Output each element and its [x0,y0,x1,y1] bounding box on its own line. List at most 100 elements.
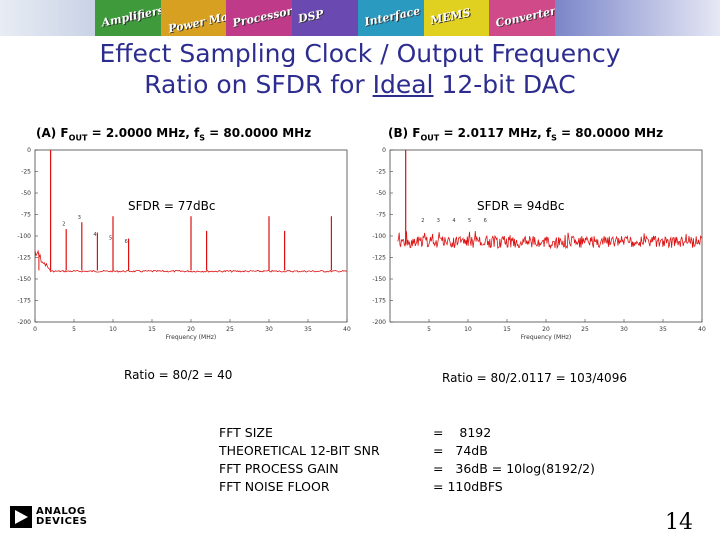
fft-table-label: FFT SIZE [219,425,273,440]
y-tick-label: -150 [17,276,31,283]
plot-b-caption-sub-s: S [551,133,557,143]
y-tick-label: -125 [17,255,31,262]
harmonic-label: 2 [421,218,424,224]
fft-table-row: FFT SIZE = 8192 [219,424,491,442]
fft-table-row: THEORETICAL 12-BIT SNR = 74dB [219,442,488,460]
y-tick-label: -100 [372,233,386,240]
banner-tile: Power Management [160,0,227,36]
fft-table-label: FFT NOISE FLOOR [219,479,330,494]
plot-b-caption-prefix: (B) F [388,126,421,140]
banner-tile-label: Amplifiers [100,3,161,30]
banner-tile: Converters [489,0,556,36]
fft-table-row: FFT PROCESS GAIN = 36dB = 10log(8192/2) [219,460,595,478]
fft-table-label: FFT PROCESS GAIN [219,461,339,476]
x-tick-label: 20 [542,326,550,333]
plot-a-caption-prefix: (A) F [36,126,69,140]
plot-a-caption-sub-out: OUT [68,133,88,143]
fft-table-value: = 36dB = 10log(8192/2) [433,461,595,476]
y-tick-label: -175 [372,298,386,305]
banner-tile-label: MEMS [428,5,472,28]
fft-table-value: = 74dB [433,443,488,458]
y-tick-label: -100 [17,233,31,240]
title-line-1: Effect Sampling Clock / Output Frequency [99,39,621,68]
banner-tile-label: DSP [297,7,325,26]
plot-frame [389,149,703,323]
harmonic-label: 2 [62,222,65,228]
plot-a-caption-mid: = 2.0000 MHz, f [87,126,200,140]
x-tick-label: 25 [226,326,234,333]
y-tick-label: -75 [376,212,386,219]
plot-b-caption-mid: = 2.0117 MHz, f [439,126,552,140]
banner-tiles: Amplifiers Power Management Processors DSP I… [95,0,556,36]
y-tick-label: -125 [372,255,386,262]
fft-table-row: FFT NOISE FLOOR = 110dBFS [219,478,503,496]
analog-devices-logo-icon [10,506,32,528]
banner-right-panel [555,0,720,36]
harmonic-label: 5 [109,235,112,241]
plot-b-caption-sub-out: OUT [420,133,440,143]
logo-line-2: DEVICES [36,516,88,527]
banner-tile: Processors [226,0,293,36]
banner-tile: MEMS [423,0,490,36]
y-tick-label: -50 [376,190,386,197]
plot-b-caption: (B) FOUT = 2.0117 MHz, fS = 80.0000 MHz [388,126,663,142]
title-line-2: Ratio on SFDR for Ideal 12-bit DAC [30,69,690,100]
x-tick-label: 25 [581,326,589,333]
x-tick-label: 35 [304,326,312,333]
harmonic-label: 4 [452,218,455,224]
y-tick-label: 0 [382,147,386,154]
x-tick-label: 20 [187,326,195,333]
x-tick-label: 10 [109,326,117,333]
noise-floor-trace [397,230,703,250]
fft-table-label: THEORETICAL 12-BIT SNR [219,443,380,458]
x-tick-label: 40 [343,326,351,333]
x-tick-label: 15 [148,326,156,333]
title-suffix: 12-bit DAC [433,70,576,99]
y-tick-label: 0 [27,147,31,154]
harmonic-label: 3 [78,215,81,221]
plot-a-caption-suffix: = 80.0000 MHz [205,126,312,140]
harmonic-label: 4 [93,232,96,238]
harmonic-label: 3 [437,218,440,224]
x-tick-label: 35 [659,326,667,333]
x-tick-label: 5 [427,326,431,333]
y-tick-label: -25 [376,169,386,176]
plot-a-sfdr-label: SFDR = 77dBc [128,199,216,213]
y-tick-label: -75 [21,212,31,219]
plot-b-caption-suffix: = 80.0000 MHz [556,126,664,140]
plot-a-caption-sub-s: S [199,133,205,143]
x-axis-label: Frequency (MHz) [521,334,571,341]
banner-tile: DSP [292,0,358,36]
noise-floor-trace [34,249,348,273]
plot-a-ratio: Ratio = 80/2 = 40 [124,368,233,382]
harmonic-label: 6 [125,239,128,245]
x-tick-label: 15 [503,326,511,333]
x-tick-label: 30 [620,326,628,333]
x-tick-label: 40 [698,326,706,333]
company-logo-text: ANALOG DEVICES [36,507,87,527]
harmonic-label: 6 [484,218,487,224]
title-underlined-word: Ideal [372,70,434,99]
plot-b-ratio: Ratio = 80/2.0117 = 103/4096 [442,371,627,385]
banner-tile-label: Processors [231,3,293,30]
x-tick-label: 30 [265,326,273,333]
page-title: Effect Sampling Clock / Output Frequency… [30,38,690,100]
x-tick-label: 5 [72,326,76,333]
fft-table-value: = 8192 [433,425,492,440]
banner-tile: Interface [357,0,424,36]
banner-tile-label: Interface [363,4,422,29]
title-prefix: Ratio on SFDR for [144,70,373,99]
logo-line-1: ANALOG [36,506,86,517]
y-tick-label: -25 [21,169,31,176]
fft-table: FFT SIZE = 8192 THEORETICAL 12-BIT SNR = 74… [219,424,595,496]
harmonic-label: 5 [468,218,471,224]
logo-triangle-icon [15,510,28,524]
plot-b-sfdr-label: SFDR = 94dBc [477,199,565,213]
y-tick-label: -200 [17,319,31,326]
x-tick-label: 0 [33,326,37,333]
plot-a-caption: (A) FOUT = 2.0000 MHz, fS = 80.0000 MHz [36,126,311,142]
banner-left-panel [0,0,95,36]
banner-tile-label: Converters [494,3,556,30]
